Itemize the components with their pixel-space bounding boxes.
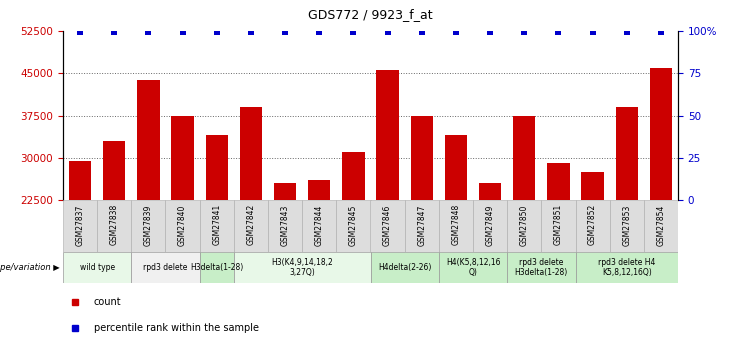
Bar <box>308 180 330 327</box>
Text: GSM27844: GSM27844 <box>315 204 324 246</box>
Bar <box>342 152 365 327</box>
Text: H4(K5,8,12,16
Q): H4(K5,8,12,16 Q) <box>446 258 500 277</box>
Text: count: count <box>93 297 122 307</box>
Text: GSM27854: GSM27854 <box>657 204 665 246</box>
Text: percentile rank within the sample: percentile rank within the sample <box>93 323 259 333</box>
Bar <box>610 200 644 252</box>
Text: GSM27845: GSM27845 <box>349 204 358 246</box>
Text: GSM27837: GSM27837 <box>76 204 84 246</box>
Text: GSM27850: GSM27850 <box>519 204 529 246</box>
Bar <box>439 200 473 252</box>
Bar <box>206 135 227 327</box>
Text: rpd3 delete H4
K5,8,12,16Q): rpd3 delete H4 K5,8,12,16Q) <box>598 258 656 277</box>
Text: GSM27848: GSM27848 <box>451 204 460 246</box>
Text: wild type: wild type <box>79 263 115 272</box>
Bar <box>69 161 91 327</box>
Bar <box>473 200 507 252</box>
Bar <box>439 252 507 283</box>
Text: GSM27852: GSM27852 <box>588 204 597 246</box>
Bar <box>234 200 268 252</box>
Bar <box>514 116 535 327</box>
Text: GSM27851: GSM27851 <box>554 204 563 246</box>
Bar <box>542 200 576 252</box>
Text: GDS772 / 9923_f_at: GDS772 / 9923_f_at <box>308 8 433 21</box>
Text: GSM27853: GSM27853 <box>622 204 631 246</box>
Bar <box>576 252 678 283</box>
Bar <box>650 68 672 327</box>
Text: H3delta(1-28): H3delta(1-28) <box>190 263 243 272</box>
Bar <box>507 252 576 283</box>
Bar <box>268 200 302 252</box>
Bar <box>199 200 234 252</box>
Bar <box>644 200 678 252</box>
Text: GSM27846: GSM27846 <box>383 204 392 246</box>
Text: GSM27838: GSM27838 <box>110 204 119 246</box>
Text: H3(K4,9,14,18,2
3,27Q): H3(K4,9,14,18,2 3,27Q) <box>271 258 333 277</box>
Bar <box>103 141 125 327</box>
Bar <box>199 252 234 283</box>
Bar <box>370 252 439 283</box>
Text: GSM27842: GSM27842 <box>247 204 256 246</box>
Bar <box>336 200 370 252</box>
Text: GSM27843: GSM27843 <box>281 204 290 246</box>
Text: GSM27839: GSM27839 <box>144 204 153 246</box>
Text: GSM27841: GSM27841 <box>212 204 222 246</box>
Bar <box>616 107 638 327</box>
Bar <box>234 252 370 283</box>
Bar <box>576 200 610 252</box>
Bar <box>63 252 131 283</box>
Bar <box>274 183 296 327</box>
Bar <box>376 70 399 327</box>
Text: H4delta(2-26): H4delta(2-26) <box>378 263 431 272</box>
Bar <box>370 200 405 252</box>
Bar <box>63 200 97 252</box>
Bar <box>165 200 199 252</box>
Bar <box>302 200 336 252</box>
Text: rpd3 delete
H3delta(1-28): rpd3 delete H3delta(1-28) <box>515 258 568 277</box>
Bar <box>131 252 199 283</box>
Bar <box>171 116 193 327</box>
Text: genotype/variation ▶: genotype/variation ▶ <box>0 263 59 272</box>
Bar <box>507 200 542 252</box>
Bar <box>137 80 159 327</box>
Text: GSM27849: GSM27849 <box>485 204 494 246</box>
Bar <box>582 172 604 327</box>
Bar <box>548 164 570 327</box>
Text: GSM27840: GSM27840 <box>178 204 187 246</box>
Bar <box>97 200 131 252</box>
Bar <box>131 200 165 252</box>
Text: rpd3 delete: rpd3 delete <box>143 263 187 272</box>
Text: GSM27847: GSM27847 <box>417 204 426 246</box>
Bar <box>240 107 262 327</box>
Bar <box>445 135 467 327</box>
Bar <box>411 116 433 327</box>
Bar <box>405 200 439 252</box>
Bar <box>479 183 501 327</box>
